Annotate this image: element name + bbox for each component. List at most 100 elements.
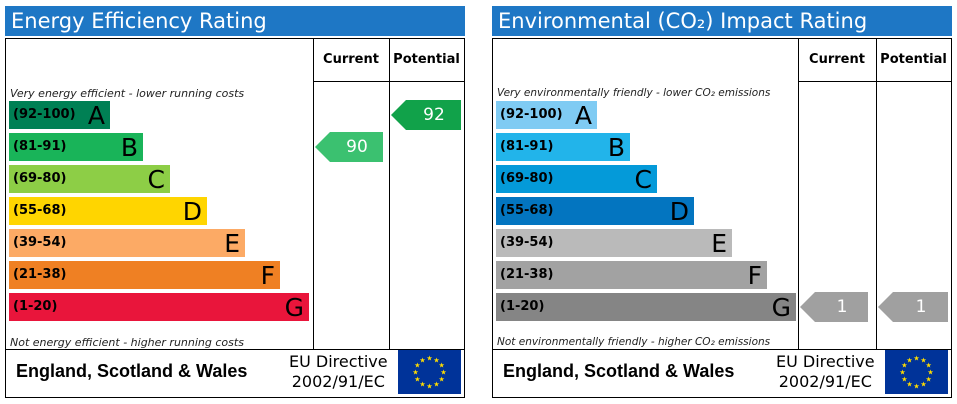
column-divider [798,39,799,350]
column-divider [313,39,314,350]
footer-divider [6,349,464,350]
band-e: (39-54) E [9,229,245,258]
svg-text:★: ★ [901,362,907,370]
column-divider [876,39,877,350]
band-range-label: (92-100) [500,107,563,122]
band-range-label: (55-68) [13,203,67,218]
rating-table: Current Potential Very environmentally f… [492,38,952,398]
column-header-potential: Potential [393,52,460,67]
band-range-label: (55-68) [500,203,554,218]
band-letter: G [771,293,791,322]
band-letter: G [284,293,304,322]
band-range-label: (39-54) [13,235,67,250]
potential-rating-value: 1 [915,297,927,317]
band-range-label: (92-100) [13,107,76,122]
eu-directive-line-1: EU Directive [776,352,875,371]
svg-text:★: ★ [438,376,444,384]
band-b: (81-91) B [9,133,143,162]
svg-text:★: ★ [438,362,444,370]
svg-text:★: ★ [433,381,439,389]
svg-text:★: ★ [925,362,931,370]
band-letter: E [224,229,240,258]
rating-table: Current Potential Very energy efficient … [5,38,465,398]
band-g: (1-20) G [496,293,796,322]
current-rating-arrow: 90 [315,132,383,162]
eu-directive-line-1: EU Directive [289,352,388,371]
potential-rating-value: 92 [423,105,445,125]
band-b: (81-91) B [496,133,630,162]
footer-divider [493,349,951,350]
column-header-current: Current [809,52,865,67]
svg-text:★: ★ [426,383,432,391]
band-letter: A [87,101,105,130]
band-range-label: (69-80) [500,171,554,186]
svg-text:★: ★ [927,369,933,377]
band-range-label: (81-91) [500,139,554,154]
potential-arrow-shape [878,292,948,322]
eu-directive-line-2: 2002/91/EC [291,372,385,391]
band-letter: F [260,261,275,290]
svg-text:★: ★ [906,356,912,364]
column-divider [389,39,390,350]
svg-text:★: ★ [414,362,420,370]
svg-text:★: ★ [901,376,907,384]
band-letter: A [574,101,592,130]
footer-place: England, Scotland & Wales [503,361,735,381]
band-a: (92-100) A [9,101,110,130]
current-rating-value: 1 [836,297,848,317]
current-arrow-shape [800,292,868,322]
band-range-label: (1-20) [13,299,58,314]
svg-text:★: ★ [433,356,439,364]
svg-text:★: ★ [426,355,432,363]
band-g: (1-20) G [9,293,309,322]
eu-directive: EU Directive 2002/91/EC [289,352,388,392]
band-f: (21-38) F [9,261,280,290]
top-note: Very energy efficient - lower running co… [10,87,245,100]
chart-title: Energy Efficiency Rating [5,6,465,36]
band-letter: D [669,197,689,226]
current-rating-value: 90 [346,137,368,157]
band-f: (21-38) F [496,261,767,290]
band-range-label: (21-38) [500,267,554,282]
column-header-potential: Potential [880,52,947,67]
top-note: Very environmentally friendly - lower CO… [497,87,771,99]
svg-text:★: ★ [412,369,418,377]
energy-efficiency-panel: Energy Efficiency Rating Current Potenti… [5,6,465,398]
band-letter: F [747,261,762,290]
band-c: (69-80) C [496,165,657,194]
band-d: (55-68) D [9,197,207,226]
eu-directive: EU Directive 2002/91/EC [776,352,875,392]
chart-title: Environmental (CO₂) Impact Rating [492,6,952,36]
band-letter: B [607,133,625,162]
band-range-label: (39-54) [500,235,554,250]
eu-flag-icon: ★ ★★★★★★★★★★★ [885,350,948,394]
column-header-current: Current [323,52,379,67]
potential-arrow-shape [391,100,461,130]
potential-rating-arrow: 92 [391,100,461,130]
band-range-label: (69-80) [13,171,67,186]
svg-text:★: ★ [925,376,931,384]
svg-text:★: ★ [419,381,425,389]
band-letter: B [120,133,138,162]
current-arrow-shape [315,132,383,162]
svg-text:★: ★ [440,369,446,377]
svg-text:★: ★ [419,356,425,364]
band-letter: C [634,165,652,194]
svg-text:★: ★ [899,369,905,377]
band-range-label: (21-38) [13,267,67,282]
eu-directive-line-2: 2002/91/EC [778,372,872,391]
band-a: (92-100) A [496,101,597,130]
footer-place: England, Scotland & Wales [16,361,248,381]
header-divider [313,81,465,82]
svg-text:★: ★ [414,376,420,384]
bottom-note: Not energy efficient - higher running co… [10,336,244,349]
band-e: (39-54) E [496,229,732,258]
svg-text:★: ★ [920,381,926,389]
svg-text:★: ★ [913,383,919,391]
band-letter: D [182,197,202,226]
band-letter: C [147,165,165,194]
header-divider [798,81,952,82]
svg-text:★: ★ [906,381,912,389]
svg-text:★: ★ [920,356,926,364]
potential-rating-arrow: 1 [878,292,948,322]
